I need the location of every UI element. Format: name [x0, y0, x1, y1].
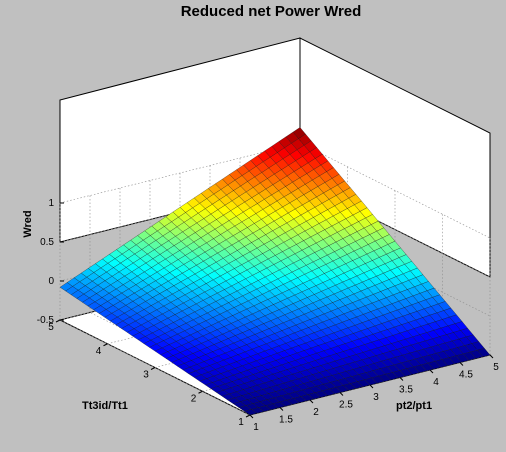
- x-tick-mark: [309, 399, 314, 404]
- y-tick-mark: [55, 319, 61, 323]
- x-tick-mark: [369, 384, 374, 389]
- x-tick-mark: [279, 407, 284, 411]
- x-tick-label: 4: [433, 377, 439, 388]
- y-axis-label: Tt3id/Tt1: [82, 400, 128, 412]
- x-tick-mark: [339, 392, 344, 396]
- chart-title: Reduced net Power Wred: [181, 3, 362, 20]
- wall-grid-z-left: [59, 142, 301, 204]
- x-tick-mark: [399, 377, 404, 381]
- surface-patch: [243, 409, 258, 416]
- y-tick-mark: [245, 414, 251, 418]
- x-tick-label: 5: [493, 362, 499, 373]
- z-axis-label: Wred: [22, 210, 34, 237]
- y-tick-label: 4: [96, 346, 102, 357]
- back-wall-right: [299, 37, 491, 278]
- x-tick-label: 2.5: [339, 400, 353, 411]
- x-tick-mark: [459, 362, 464, 366]
- x-tick-mark: [429, 369, 434, 374]
- x-tick-label: 1.5: [279, 415, 293, 426]
- y-tick-label: 3: [143, 370, 149, 381]
- x-tick-label: 3.5: [399, 385, 413, 396]
- y-tick-label: 2: [191, 393, 197, 404]
- x-tick-label: 2: [313, 407, 319, 418]
- y-tick-mark: [150, 367, 156, 370]
- x-axis-label: pt2/pt1: [396, 400, 432, 412]
- x-tick-mark: [489, 354, 494, 359]
- z-tick-label: -0.5: [37, 315, 55, 326]
- x-tick-label: 4.5: [459, 370, 473, 381]
- y-tick-label: 1: [238, 417, 244, 428]
- z-tick-label: 0.5: [40, 237, 54, 248]
- surface-mesh: [59, 127, 491, 416]
- x-tick-mark: [249, 414, 254, 419]
- y-tick-mark: [198, 390, 203, 394]
- x-tick-label: 1: [253, 422, 259, 433]
- z-tick-label: 0: [48, 276, 54, 287]
- wall-grid-z-right: [299, 142, 491, 239]
- y-tick-mark: [103, 343, 108, 347]
- z-tick-label: 1: [48, 198, 54, 209]
- x-tick-label: 3: [373, 392, 379, 403]
- y-tick-label: 5: [48, 322, 54, 333]
